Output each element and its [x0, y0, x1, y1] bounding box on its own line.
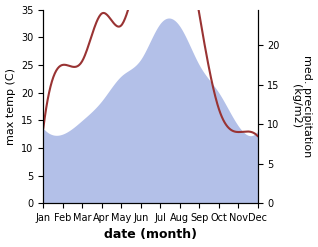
Y-axis label: max temp (C): max temp (C) [5, 68, 16, 145]
X-axis label: date (month): date (month) [104, 228, 197, 242]
Y-axis label: med. precipitation
(kg/m2): med. precipitation (kg/m2) [291, 55, 313, 158]
